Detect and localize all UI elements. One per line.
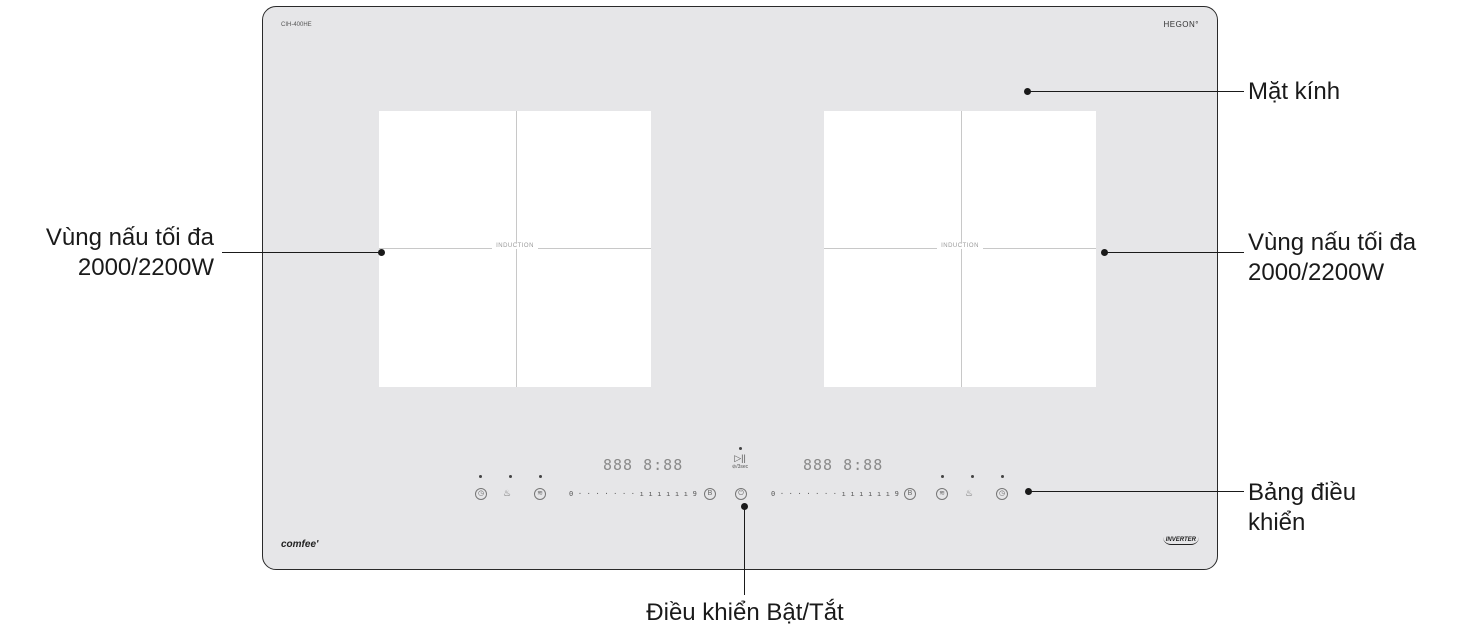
keep-warm-icon[interactable]: ♨	[503, 488, 512, 498]
callout-dot-power	[741, 503, 748, 510]
indicator-dot	[509, 475, 512, 478]
auto-cook-icon[interactable]: ≋	[936, 488, 948, 500]
indicator-dot	[479, 475, 482, 478]
leader-line-zone-left	[222, 252, 380, 253]
indicator-dot	[971, 475, 974, 478]
leader-line-panel	[1029, 491, 1244, 492]
zone-label: INDUCTION	[824, 243, 1096, 249]
label-zone-left: Vùng nấu tối đa 2000/2200W	[45, 224, 214, 281]
leader-line-zone-right	[1105, 252, 1244, 253]
indicator-dot	[1001, 475, 1004, 478]
power-slider-left[interactable]: 0 · · · · · · · ı ı ı ı ı ı 9	[569, 490, 698, 498]
label-zone-right: Vùng nấu tối đa 2000/2200W	[1248, 229, 1417, 286]
zone-label: INDUCTION	[379, 243, 651, 249]
display-left: 888 8:88	[603, 456, 684, 474]
display-right: 888 8:88	[803, 456, 884, 474]
zone-divider-vertical	[516, 111, 517, 387]
timer-icon[interactable]: ◷	[475, 488, 487, 500]
label-glass: Mặt kính	[1248, 78, 1341, 105]
boost-button-right[interactable]: B	[904, 488, 916, 500]
indicator-dot	[739, 447, 742, 450]
power-icon[interactable]: ⏻	[735, 488, 747, 500]
callout-dot-zone-left	[378, 249, 385, 256]
model-number: CIH-400HE	[281, 22, 312, 28]
boost-button-left[interactable]: B	[704, 488, 716, 500]
cooking-zone-left: INDUCTION	[379, 111, 651, 387]
callout-dot-panel	[1025, 488, 1032, 495]
callout-dot-glass	[1024, 88, 1031, 95]
indicator-dot	[539, 475, 542, 478]
power-slider-right[interactable]: 0 · · · · · · · ı ı ı ı ı ı 9	[771, 490, 900, 498]
hob-glass-top: CIH-400HE HEGON° INDUCTION INDUCTION 888…	[262, 6, 1218, 570]
pause-button[interactable]: ▷|| ⊘/3sec	[732, 453, 749, 471]
label-power-control: Điều khiển Bật/Tắt	[646, 599, 844, 626]
inverter-logo: INVERTER	[1162, 537, 1199, 545]
keep-warm-icon[interactable]: ♨	[965, 488, 974, 498]
brand-mark: HEGON°	[1163, 20, 1199, 29]
cooking-zone-right: INDUCTION	[824, 111, 1096, 387]
auto-cook-icon[interactable]: ≋	[534, 488, 546, 500]
leader-line-power	[744, 507, 745, 595]
callout-dot-zone-right	[1101, 249, 1108, 256]
comfee-logo: comfee'	[281, 539, 319, 550]
label-control-panel: Bảng điều khiển	[1248, 479, 1357, 536]
indicator-dot	[941, 475, 944, 478]
leader-line-glass	[1028, 91, 1244, 92]
timer-icon[interactable]: ◷	[996, 488, 1008, 500]
zone-divider-vertical	[961, 111, 962, 387]
